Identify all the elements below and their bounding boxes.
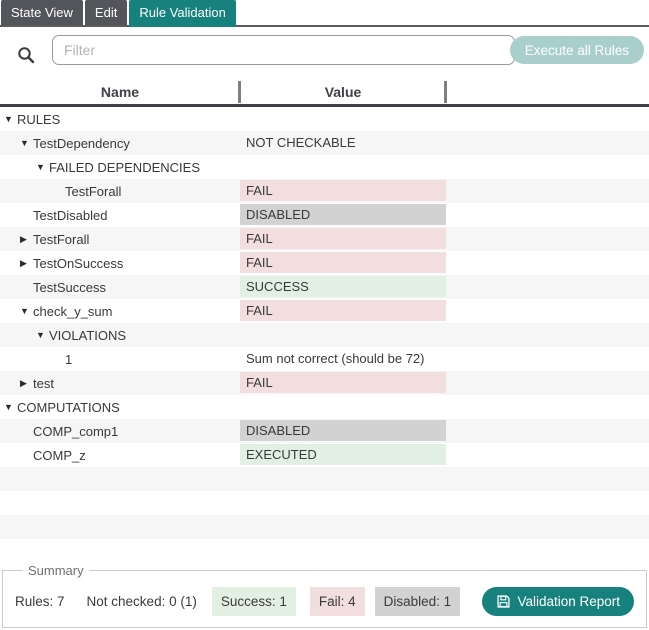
expand-arrow-icon[interactable]: ▶ (20, 234, 33, 245)
value-cell: FAIL (240, 252, 446, 273)
tree-item-label: TestOnSuccess (33, 256, 123, 271)
tree-row[interactable]: ▶test FAIL (0, 371, 649, 395)
value-cell: NOT CHECKABLE (240, 132, 446, 153)
filter-toolbar: Execute all Rules (0, 27, 649, 80)
rule-validation-panel: State View Edit Rule Validation Execute … (0, 0, 649, 630)
tree-row[interactable]: ▶TestForall FAIL (0, 227, 649, 251)
tree-item-label: check_y_sum (33, 304, 112, 319)
tree-item-label: TestForall (33, 232, 89, 247)
summary-legend: Summary (23, 563, 89, 578)
value-cell (240, 108, 446, 129)
tab-state-view[interactable]: State View (1, 0, 83, 25)
expand-arrow-icon[interactable]: ▼ (20, 306, 33, 316)
tree-row[interactable]: ▼RULES (0, 107, 649, 131)
expand-arrow-icon[interactable]: ▶ (20, 258, 33, 269)
column-header-value[interactable]: Value (240, 80, 446, 104)
tree-item-label: COMPUTATIONS (17, 400, 120, 415)
column-resizer[interactable] (444, 81, 447, 103)
tree-row[interactable]: ▼check_y_sum FAIL (0, 299, 649, 323)
tree-item-label: TestSuccess (33, 280, 106, 295)
tree-row[interactable]: TestDisabled DISABLED (0, 203, 649, 227)
tree-row[interactable]: ▼VIOLATIONS (0, 323, 649, 347)
tree-item-label: test (33, 376, 54, 391)
value-cell: FAIL (240, 228, 446, 249)
tree-item-label: 1 (65, 352, 72, 367)
fail-count-badge: Fail: 4 (310, 587, 365, 616)
value-cell (240, 324, 446, 345)
value-cell (240, 396, 446, 417)
tree-item-label: COMP_comp1 (33, 424, 118, 439)
tree-row[interactable]: ▼TestDependency NOT CHECKABLE (0, 131, 649, 155)
column-resizer[interactable] (238, 81, 241, 103)
tree-row[interactable]: TestSuccess SUCCESS (0, 275, 649, 299)
search-icon (17, 46, 35, 64)
tree-row[interactable]: ▼COMPUTATIONS (0, 395, 649, 419)
execute-all-rules-button[interactable]: Execute all Rules (510, 36, 644, 64)
expand-arrow-icon[interactable]: ▼ (20, 138, 33, 148)
success-count-badge: Success: 1 (212, 587, 296, 616)
value-cell: FAIL (240, 372, 446, 393)
tree-row[interactable]: COMP_z EXECUTED (0, 443, 649, 467)
value-cell: EXECUTED (240, 444, 446, 465)
tree-rows: ▼RULES▼TestDependencyNOT CHECKABLE▼FAILE… (0, 107, 649, 540)
tree-item-label: COMP_z (33, 448, 86, 463)
tree-row[interactable]: COMP_comp1 DISABLED (0, 419, 649, 443)
value-cell: DISABLED (240, 204, 446, 225)
validation-report-label: Validation Report (517, 594, 620, 609)
tree-row[interactable]: TestForall FAIL (0, 179, 649, 203)
expand-arrow-icon[interactable]: ▼ (36, 162, 49, 172)
tab-edit[interactable]: Edit (85, 0, 127, 25)
value-cell: Sum not correct (should be 72) (240, 348, 446, 369)
tree-row[interactable]: 1 Sum not correct (should be 72) (0, 347, 649, 371)
tree-item-label: TestDependency (33, 136, 130, 151)
column-header-name[interactable]: Name (0, 80, 240, 104)
disabled-count-badge: Disabled: 1 (375, 587, 461, 616)
value-cell: FAIL (240, 300, 446, 321)
validation-report-button[interactable]: Validation Report (482, 587, 634, 616)
tree-item-label: TestForall (65, 184, 121, 199)
tree-row[interactable]: ▶TestOnSuccess FAIL (0, 251, 649, 275)
save-icon (496, 594, 511, 609)
tab-rule-validation[interactable]: Rule Validation (129, 0, 235, 27)
summary-groupbox: Summary Rules: 7 Not checked: 0 (1) Succ… (2, 563, 647, 628)
expand-arrow-icon[interactable]: ▼ (4, 114, 17, 124)
value-cell: DISABLED (240, 420, 446, 441)
tab-bar: State View Edit Rule Validation (0, 0, 649, 27)
not-checked-count: Not checked: 0 (1) (87, 594, 197, 609)
value-cell: SUCCESS (240, 276, 446, 297)
expand-arrow-icon[interactable]: ▼ (4, 402, 17, 412)
tree-row[interactable]: ▼FAILED DEPENDENCIES (0, 155, 649, 179)
value-cell (240, 156, 446, 177)
tree-item-label: RULES (17, 112, 60, 127)
tree-item-label: FAILED DEPENDENCIES (49, 160, 200, 175)
expand-arrow-icon[interactable]: ▼ (36, 330, 49, 340)
summary-row: Rules: 7 Not checked: 0 (1) Success: 1 F… (15, 587, 634, 616)
filter-input[interactable] (52, 35, 515, 65)
tree-item-label: VIOLATIONS (49, 328, 126, 343)
rules-count: Rules: 7 (15, 594, 65, 609)
expand-arrow-icon[interactable]: ▶ (20, 378, 33, 389)
value-cell: FAIL (240, 180, 446, 201)
table-header: Name Value (0, 80, 649, 107)
tree-item-label: TestDisabled (33, 208, 107, 223)
